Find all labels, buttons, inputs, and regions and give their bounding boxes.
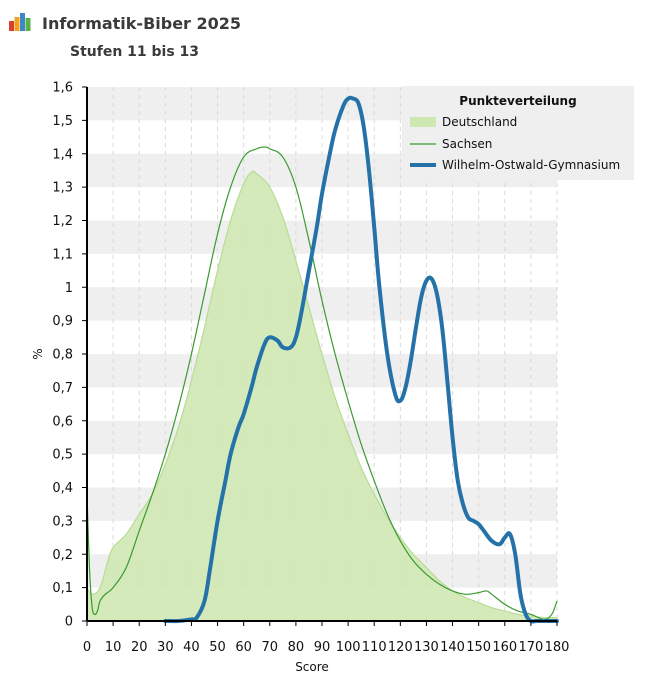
y-tick-label: 1,2 [52,214,73,229]
bar-chart-logo-icon [9,13,31,31]
legend-entry-label: Sachsen [442,137,492,151]
x-tick-label: 20 [131,640,148,655]
legend-entry-label: Deutschland [442,115,517,129]
chart-header: Informatik-Biber 2025 Stufen 11 bis 13 [0,0,652,70]
y-tick-label: 0,1 [52,581,73,596]
series-layer [86,95,559,624]
y-tick-label: 1,6 [52,81,73,96]
x-tick-label: 120 [388,640,413,655]
y-tick-label: 1,1 [52,247,73,262]
y-tick-label: 0,6 [52,414,73,429]
y-tick-label: 0 [65,615,73,630]
x-tick-label: 170 [518,640,543,655]
x-tick-label: 60 [235,640,252,655]
y-tick-label: 1,5 [52,114,73,129]
x-tick-label: 40 [183,640,200,655]
series-line-deutschland [86,170,558,619]
axes: 0 0,1 0,2 0,3 0,4 0,5 0,6 0,7 0,8 0,9 1 1,1 1,2 1,3 1,… [31,81,569,675]
x-tick-label: 110 [362,640,387,655]
y-tick-label: 0,5 [52,448,73,463]
x-tick-label: 150 [466,640,491,655]
y-tick-label: 0,8 [52,348,73,363]
y-tick-label: 0,2 [52,548,73,563]
x-tick-label: 70 [262,640,279,655]
series-line-sachsen [86,146,558,620]
y-tick-label: 1,4 [52,147,73,162]
x-axis-title: Score [295,660,329,674]
x-tick-label: 80 [288,640,305,655]
legend-entry-label: Wilhelm-Ostwald-Gymnasium [442,158,620,172]
series-area-deutschland [87,171,557,621]
x-tick-label: 180 [545,640,570,655]
y-tick-label: 1,3 [52,181,73,196]
legend-title: Punkteverteilung [459,94,576,108]
legend-box [402,86,634,180]
y-tick-label: 0,3 [52,514,73,529]
chart-subtitle: Stufen 11 bis 13 [70,44,200,60]
x-tick-label: 30 [157,640,174,655]
series-line-wilhelm-ostwald-gymnasium [163,95,559,624]
legend-swatch-deutschland [410,117,436,127]
y-tick-label: 0,4 [52,481,73,496]
x-tick-label: 100 [336,640,361,655]
x-tick-label: 130 [414,640,439,655]
x-tick-label: 50 [209,640,226,655]
chart-title: Informatik-Biber 2025 [42,14,242,33]
y-tick-label: 1 [65,281,73,296]
y-axis-title: % [31,348,45,359]
legend: Punkteverteilung Deutschland Sachsen Wilhel… [402,86,634,180]
x-tick-label: 140 [440,640,465,655]
x-tick-label: 160 [492,640,517,655]
y-tick-label: 0,9 [52,314,73,329]
x-tick-label: 90 [314,640,331,655]
x-tick-label: 10 [105,640,122,655]
x-tick-label: 0 [83,640,91,655]
y-tick-label: 0,7 [52,381,73,396]
